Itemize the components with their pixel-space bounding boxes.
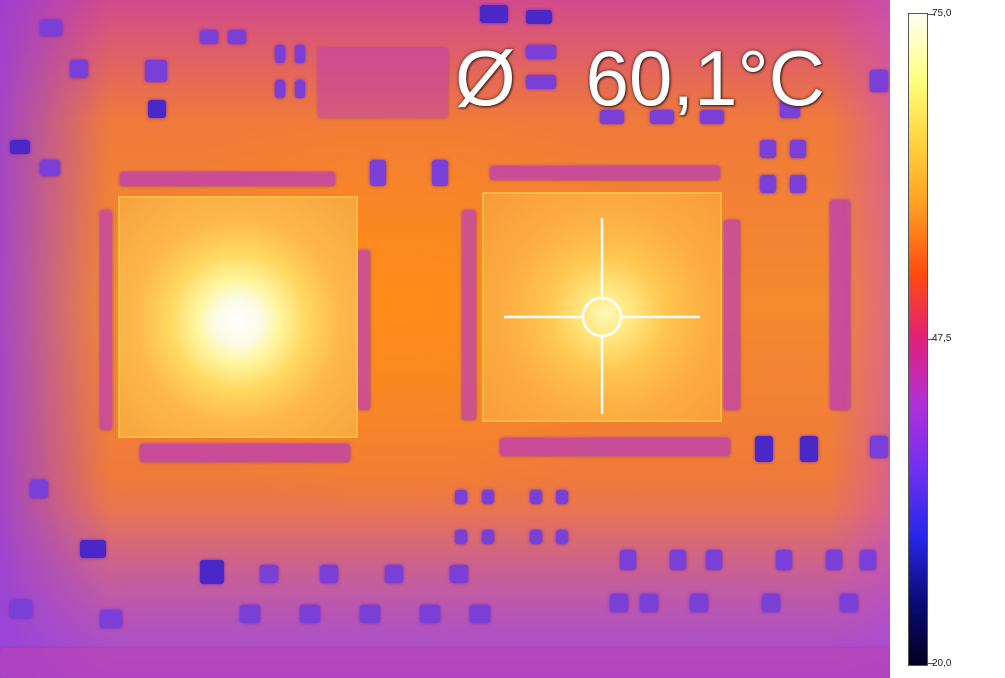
board-component — [790, 175, 806, 193]
board-component — [800, 436, 818, 462]
mean-temperature-value: 60,1°C — [585, 34, 826, 122]
board-component — [80, 540, 106, 558]
board-component — [526, 75, 556, 89]
scale-max-label: 75,0 — [932, 8, 952, 19]
board-component — [30, 480, 48, 498]
board-component — [470, 605, 490, 623]
board-component — [10, 600, 32, 618]
board-component — [260, 565, 278, 583]
board-component — [790, 140, 806, 158]
board-component — [40, 160, 60, 176]
board-component — [145, 60, 167, 82]
board-component — [228, 30, 246, 44]
board-component — [360, 605, 380, 623]
color-scale-bar — [908, 13, 928, 666]
board-component — [780, 100, 800, 118]
board-component — [432, 160, 448, 186]
board-component — [530, 530, 542, 544]
pin-row — [490, 166, 720, 180]
board-component — [870, 436, 888, 458]
board-component — [650, 110, 674, 124]
hot-chip-left — [118, 196, 358, 438]
pin-row — [120, 172, 335, 186]
board-component — [870, 70, 888, 92]
board-component — [450, 565, 468, 583]
board-component — [455, 490, 467, 504]
board-component — [620, 550, 636, 570]
board-component — [275, 45, 285, 63]
board-component — [320, 565, 338, 583]
board-component — [275, 80, 285, 98]
board-component — [706, 550, 722, 570]
board-component — [700, 110, 724, 124]
board-component — [840, 594, 858, 612]
board-component — [640, 594, 658, 612]
board-component — [690, 594, 708, 612]
board-component — [860, 550, 876, 570]
pin-column — [830, 200, 850, 410]
temperature-scale: 75,0 47,5 20,0 — [890, 0, 1005, 678]
board-component — [318, 48, 448, 118]
thermal-image: Ø 60,1°C — [0, 0, 890, 678]
scale-mid-label: 47,5 — [932, 333, 952, 344]
pin-column — [724, 220, 740, 410]
board-component — [300, 605, 320, 623]
pin-row — [140, 444, 350, 462]
board-component — [420, 605, 440, 623]
board-component — [295, 80, 305, 98]
pin-row — [500, 438, 730, 456]
board-component — [295, 45, 305, 63]
board-component — [200, 30, 218, 44]
pin-column — [100, 210, 112, 430]
board-component — [10, 140, 30, 154]
board-component — [200, 560, 224, 584]
board-component — [826, 550, 842, 570]
board-component — [610, 594, 628, 612]
scale-min-label: 20,0 — [932, 658, 952, 669]
board-component — [370, 160, 386, 186]
board-component — [480, 5, 508, 23]
board-component — [760, 175, 776, 193]
board-component — [385, 565, 403, 583]
board-component — [40, 20, 62, 36]
board-component — [482, 530, 494, 544]
board-component — [100, 610, 122, 628]
scale-tick — [927, 14, 935, 15]
board-component — [482, 490, 494, 504]
board-component — [240, 605, 260, 623]
pin-column — [462, 210, 476, 420]
board-edge-strip — [0, 648, 890, 678]
board-component — [530, 490, 542, 504]
board-component — [760, 140, 776, 158]
board-component — [556, 490, 568, 504]
board-component — [600, 110, 624, 124]
board-component — [755, 436, 773, 462]
board-component — [148, 100, 166, 118]
scale-tick — [927, 663, 935, 664]
board-component — [670, 550, 686, 570]
board-component — [70, 60, 88, 78]
board-component — [776, 550, 792, 570]
mean-temperature-readout: Ø 60,1°C — [455, 28, 875, 128]
board-component — [526, 45, 556, 59]
board-component — [455, 530, 467, 544]
crosshair-icon — [0, 0, 890, 678]
board-component — [556, 530, 568, 544]
board-component — [526, 10, 552, 24]
pin-column — [358, 250, 370, 410]
scale-tick — [927, 339, 935, 340]
board-component — [762, 594, 780, 612]
average-symbol: Ø — [455, 34, 516, 122]
